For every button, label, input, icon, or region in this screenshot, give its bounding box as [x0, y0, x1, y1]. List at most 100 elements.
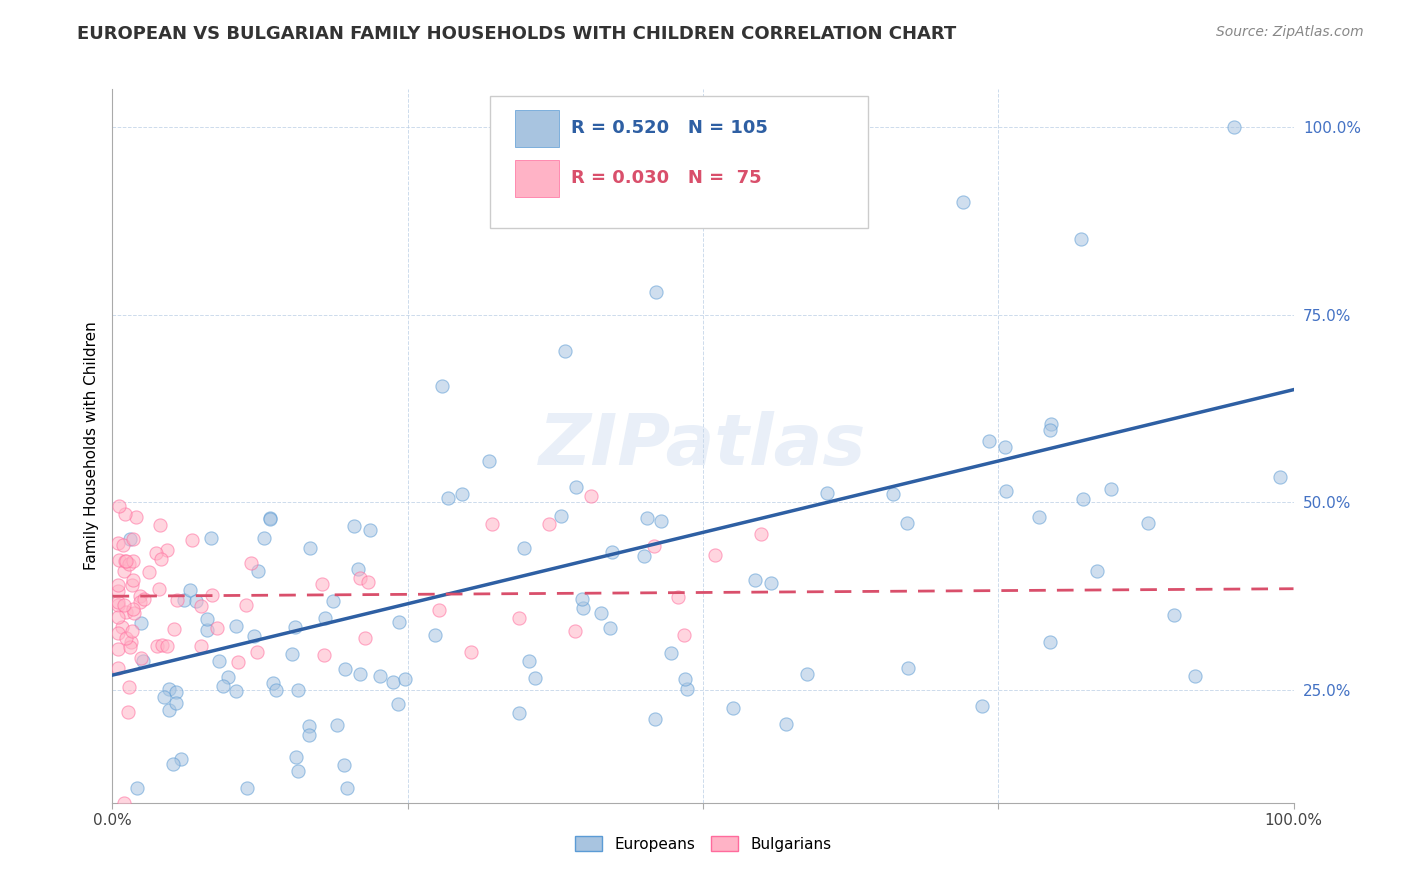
Point: [550, 509, 572, 524]
Point: [107, 642, 129, 657]
Point: [572, 601, 595, 615]
Point: [111, 620, 134, 634]
Point: [796, 667, 818, 681]
Point: [564, 624, 586, 639]
Point: [312, 648, 335, 662]
Point: [157, 681, 180, 696]
Point: [129, 590, 152, 604]
Point: [382, 675, 405, 690]
Point: [262, 676, 284, 690]
Point: [388, 615, 411, 629]
Point: [125, 510, 148, 524]
Point: [430, 378, 453, 392]
Point: [107, 626, 129, 640]
Point: [346, 562, 368, 576]
Point: [1268, 470, 1291, 484]
Point: [179, 583, 201, 598]
Point: [721, 700, 744, 714]
Point: [335, 662, 357, 676]
Point: [970, 699, 993, 714]
Point: [644, 712, 666, 726]
Point: [112, 538, 135, 552]
Point: [1137, 516, 1160, 530]
Point: [1085, 565, 1108, 579]
Point: [636, 510, 658, 524]
Point: [554, 344, 576, 359]
Point: [815, 486, 838, 500]
Point: [387, 697, 409, 711]
Point: [508, 610, 530, 624]
Point: [112, 598, 135, 612]
Point: [537, 516, 560, 531]
Point: [226, 656, 249, 670]
Point: [633, 549, 655, 563]
Point: [1071, 491, 1094, 506]
Point: [121, 573, 143, 587]
Point: [673, 672, 696, 686]
Point: [952, 194, 974, 209]
Point: [246, 645, 269, 659]
Point: [749, 527, 772, 541]
Point: [190, 639, 212, 653]
Point: [129, 650, 152, 665]
Point: [162, 757, 184, 772]
Point: [512, 541, 534, 555]
Point: [676, 681, 699, 696]
Point: [107, 595, 129, 609]
Point: [287, 683, 309, 698]
Point: [212, 680, 235, 694]
Point: [107, 661, 129, 675]
Point: [1223, 120, 1246, 134]
Point: [117, 557, 139, 571]
Point: [107, 578, 129, 592]
FancyBboxPatch shape: [515, 160, 560, 197]
Point: [353, 631, 375, 645]
Point: [112, 796, 135, 810]
Point: [284, 620, 307, 634]
Point: [114, 554, 136, 568]
Text: Source: ZipAtlas.com: Source: ZipAtlas.com: [1216, 25, 1364, 39]
Point: [149, 517, 172, 532]
Point: [370, 669, 392, 683]
Point: [118, 680, 141, 694]
Point: [235, 780, 257, 795]
Point: [225, 684, 247, 698]
Point: [253, 531, 276, 545]
Point: [107, 610, 129, 624]
Point: [145, 546, 167, 560]
Point: [120, 532, 142, 546]
Point: [114, 507, 136, 521]
Point: [108, 553, 131, 567]
Point: [129, 615, 152, 630]
Point: [1184, 669, 1206, 683]
Point: [207, 654, 229, 668]
Point: [107, 598, 129, 612]
Point: [359, 523, 381, 537]
Point: [650, 514, 672, 528]
Point: [326, 718, 349, 732]
Point: [1028, 510, 1050, 524]
Point: [117, 705, 139, 719]
Point: [298, 719, 321, 733]
Point: [195, 623, 218, 637]
Point: [150, 552, 173, 566]
Point: [108, 499, 131, 513]
Point: [118, 640, 141, 654]
Point: [166, 592, 188, 607]
Point: [205, 621, 228, 635]
Point: [333, 758, 356, 772]
Point: [235, 598, 257, 612]
Point: [138, 566, 160, 580]
Point: [246, 564, 269, 578]
Point: [666, 591, 689, 605]
Point: [591, 607, 613, 621]
Point: [1040, 417, 1063, 431]
Point: [114, 631, 136, 645]
Point: [336, 780, 359, 795]
Point: [184, 594, 207, 608]
Point: [314, 610, 336, 624]
Point: [132, 654, 155, 668]
Point: [146, 640, 169, 654]
Point: [994, 440, 1017, 454]
FancyBboxPatch shape: [491, 96, 869, 228]
